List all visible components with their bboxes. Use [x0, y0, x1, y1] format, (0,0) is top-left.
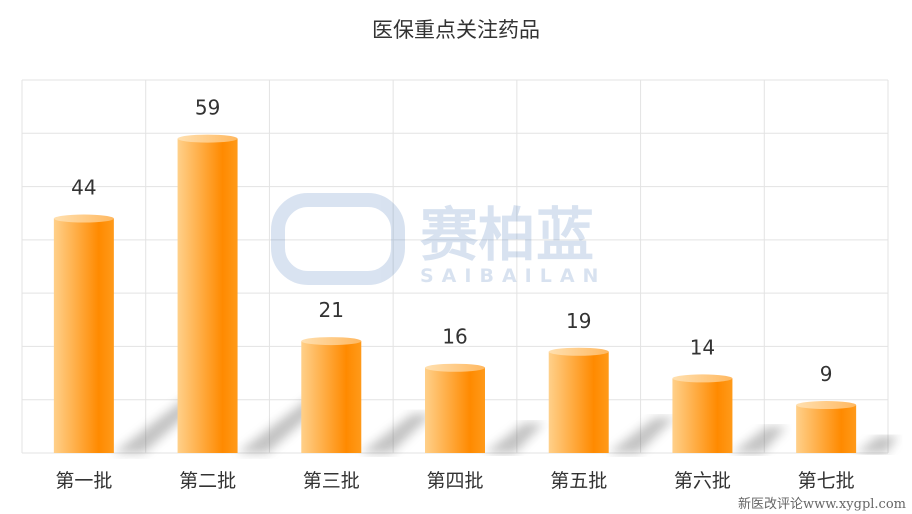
- bar-cap: [301, 337, 362, 346]
- x-tick-label: 第七批: [798, 470, 855, 492]
- watermark-text: 赛柏蓝: [420, 201, 594, 269]
- bar-第二批: [177, 138, 238, 453]
- bar-第四批: [425, 367, 485, 453]
- bar-第七批: [796, 405, 857, 453]
- x-tick-label: 第三批: [303, 470, 360, 492]
- x-tick-label: 第五批: [550, 470, 607, 492]
- bar-shadow: [361, 413, 433, 453]
- data-label: 59: [195, 96, 220, 120]
- x-tick-label: 第二批: [179, 470, 236, 492]
- x-tick-label: 第四批: [426, 470, 483, 492]
- data-label: 21: [319, 298, 344, 322]
- data-label: 44: [71, 176, 96, 200]
- data-label: 16: [442, 325, 467, 349]
- bar-cap: [672, 374, 733, 383]
- bar-cap: [548, 347, 609, 356]
- bar-shadow: [608, 417, 675, 453]
- bar-shadow: [485, 423, 544, 453]
- bar-第一批: [53, 218, 114, 453]
- chart-title: 医保重点关注药品: [372, 18, 540, 42]
- bar-cap: [796, 401, 857, 410]
- bar-cap: [425, 363, 485, 372]
- bar-shadow: [856, 436, 898, 453]
- x-tick-label: 第六批: [674, 470, 731, 492]
- footer-source: 新医改评论www.xygpl.com: [737, 497, 906, 512]
- x-tick-label: 第一批: [55, 470, 112, 492]
- data-label: 9: [820, 362, 833, 386]
- watermark-logo-icon: [271, 193, 405, 285]
- bar-cap: [177, 134, 238, 143]
- data-label: 19: [566, 309, 591, 333]
- bar-第五批: [548, 351, 609, 453]
- bar-cap: [53, 214, 114, 223]
- watermark-subtext: SAIBAILAN: [420, 265, 606, 287]
- bar-shadow: [732, 426, 787, 453]
- bar-第六批: [672, 378, 733, 453]
- watermark: 赛柏蓝 SAIBAILAN: [271, 193, 606, 287]
- bar-第三批: [301, 341, 362, 453]
- data-label: 14: [690, 335, 715, 359]
